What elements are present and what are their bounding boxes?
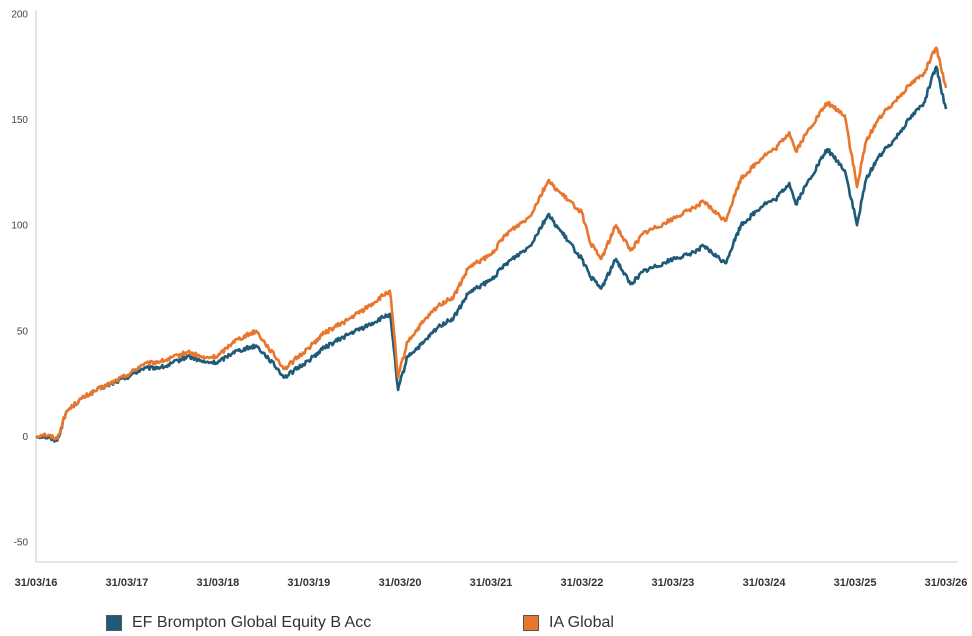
- legend-swatch-ef-brompton: [106, 615, 122, 631]
- y-axis-ticks: -50 0 50 100 150 200: [11, 10, 28, 549]
- x-tick-label: 31/03/25: [834, 577, 877, 589]
- x-axis-ticks: 31/03/16 31/03/17 31/03/18 31/03/19 31/03/20…: [15, 577, 968, 589]
- y-tick-label: 0: [22, 432, 28, 443]
- x-tick-label: 31/03/23: [651, 577, 694, 589]
- x-tick-label: 31/03/18: [196, 577, 239, 589]
- x-tick-label: 31/03/21: [470, 577, 513, 589]
- legend-item-ia-global: IA Global: [523, 614, 614, 632]
- x-tick-label: 31/03/20: [379, 577, 422, 589]
- legend-label-ef-brompton: EF Brompton Global Equity B Acc: [132, 614, 372, 631]
- x-tick-label: 31/03/26: [925, 577, 968, 589]
- y-tick-label: 200: [11, 10, 28, 21]
- y-tick-label: 150: [11, 115, 28, 126]
- y-tick-label: 100: [11, 221, 28, 232]
- x-tick-label: 31/03/17: [106, 577, 149, 589]
- series-lines: [35, 46, 948, 443]
- legend-swatch-ia-global: [523, 615, 539, 631]
- x-tick-label: 31/03/22: [561, 577, 604, 589]
- series-line-ia-global: [35, 46, 948, 441]
- legend-label-ia-global: IA Global: [549, 614, 614, 631]
- x-tick-label: 31/03/19: [287, 577, 330, 589]
- x-tick-label: 31/03/24: [743, 577, 787, 589]
- series-line-ef-brompton: [35, 65, 948, 443]
- legend-item-ef-brompton: EF Brompton Global Equity B Acc: [106, 614, 371, 632]
- chart-legend: EF Brompton Global Equity B Acc IA Globa…: [0, 614, 972, 636]
- y-tick-label: 50: [17, 326, 29, 337]
- y-tick-label: -50: [14, 538, 29, 549]
- x-tick-label: 31/03/16: [15, 577, 58, 589]
